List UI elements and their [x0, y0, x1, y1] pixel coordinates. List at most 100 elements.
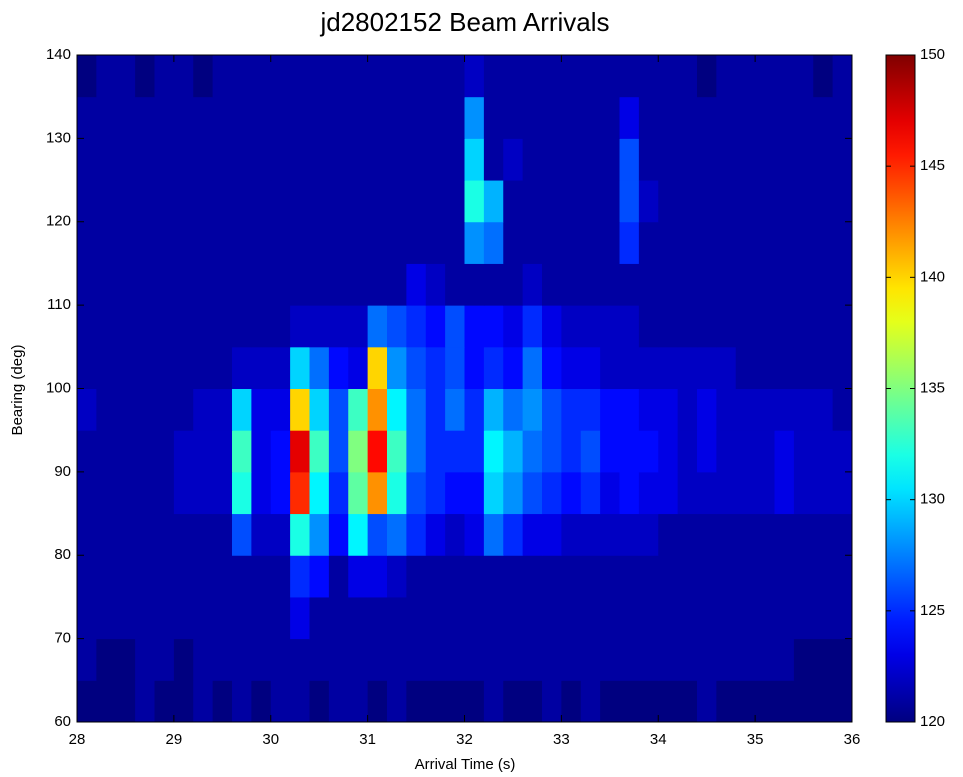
heatmap-cell — [154, 96, 175, 139]
heatmap-cell — [522, 138, 543, 181]
heatmap-cell — [735, 596, 756, 640]
x-tick-label: 31 — [359, 731, 376, 748]
heatmap-cell — [406, 263, 427, 306]
heatmap-cell — [793, 555, 814, 598]
heatmap-cell — [387, 430, 407, 473]
heatmap-cell — [619, 430, 640, 473]
heatmap-cell — [367, 680, 388, 723]
heatmap-cell — [522, 555, 543, 598]
heatmap-cell — [600, 555, 620, 598]
heatmap-cell — [638, 388, 659, 431]
heatmap-cell — [774, 55, 795, 98]
heatmap-cell — [755, 55, 775, 98]
heatmap-cell — [135, 138, 155, 181]
colorbar-tick-label: 145 — [920, 157, 945, 174]
heatmap-cell — [445, 180, 465, 223]
heatmap-cell — [755, 471, 775, 515]
heatmap-cell — [561, 96, 582, 139]
heatmap-cell — [619, 138, 640, 181]
heatmap-cell — [348, 596, 369, 640]
heatmap-cell — [173, 513, 194, 556]
heatmap-cell — [387, 180, 407, 223]
heatmap-cell — [638, 346, 659, 389]
heatmap-cell — [406, 596, 427, 640]
heatmap-cell — [619, 96, 640, 139]
heatmap-cell — [755, 221, 775, 264]
heatmap-cell — [387, 471, 407, 515]
heatmap-cell — [561, 471, 582, 515]
heatmap-cell — [173, 471, 194, 515]
heatmap-cell — [425, 430, 446, 473]
heatmap-cell — [154, 471, 175, 515]
heatmap-cell — [774, 305, 795, 348]
heatmap-cell — [96, 471, 117, 515]
heatmap-cell — [735, 513, 756, 556]
heatmap-cell — [135, 346, 155, 389]
heatmap-cell — [658, 55, 679, 98]
y-tick-label: 140 — [46, 46, 71, 63]
heatmap-cell — [115, 680, 136, 723]
heatmap-cell — [115, 263, 136, 306]
heatmap-cell — [290, 221, 310, 264]
heatmap-cell — [774, 263, 795, 306]
heatmap-cell — [115, 596, 136, 640]
heatmap-cell — [638, 221, 659, 264]
heatmap-cell — [813, 388, 834, 431]
heatmap-cell — [658, 180, 679, 223]
heatmap-cell — [251, 305, 272, 348]
heatmap-cell — [716, 430, 737, 473]
y-tick-label: 90 — [54, 463, 71, 480]
heatmap-cell — [290, 430, 310, 473]
heatmap-cell — [212, 555, 233, 598]
heatmap-cell — [600, 263, 620, 306]
heatmap-cell — [774, 596, 795, 640]
heatmap-cell — [173, 388, 194, 431]
heatmap-cell — [96, 555, 117, 598]
heatmap-cell — [638, 430, 659, 473]
x-tick-label: 33 — [553, 731, 570, 748]
heatmap-cell — [290, 180, 310, 223]
heatmap-cell — [464, 638, 485, 681]
heatmap-cell — [735, 555, 756, 598]
heatmap-cell — [96, 55, 117, 98]
heatmap-cell — [445, 263, 465, 306]
heatmap-cell — [348, 346, 369, 389]
heatmap-cell — [328, 680, 349, 723]
heatmap-cell — [96, 305, 117, 348]
heatmap-cell — [348, 305, 369, 348]
heatmap-cell — [793, 596, 814, 640]
heatmap-cell — [677, 221, 698, 264]
heatmap-cell — [503, 138, 524, 181]
heatmap-cell — [270, 680, 291, 723]
heatmap-cell — [387, 555, 407, 598]
heatmap-cell — [309, 388, 330, 431]
heatmap-cell — [406, 96, 427, 139]
heatmap-cell — [251, 638, 272, 681]
heatmap-cell — [387, 138, 407, 181]
heatmap-cell — [367, 638, 388, 681]
heatmap-cell — [483, 430, 504, 473]
heatmap-cell — [445, 96, 465, 139]
heatmap-cell — [793, 471, 814, 515]
heatmap-cell — [232, 513, 252, 556]
heatmap-cell — [619, 55, 640, 98]
heatmap-cell — [813, 430, 834, 473]
heatmap-cell — [387, 305, 407, 348]
heatmap-cell — [638, 138, 659, 181]
y-tick-label: 70 — [54, 630, 71, 647]
heatmap-cell — [328, 221, 349, 264]
heatmap-cell — [232, 680, 252, 723]
x-tick-label: 35 — [747, 731, 764, 748]
heatmap-cell — [483, 138, 504, 181]
heatmap-cell — [387, 221, 407, 264]
heatmap-cell — [638, 638, 659, 681]
heatmap-cell — [542, 346, 562, 389]
heatmap-cell — [735, 346, 756, 389]
heatmap-cell — [716, 138, 737, 181]
heatmap-cell — [716, 638, 737, 681]
heatmap-cell — [77, 263, 97, 306]
heatmap-cell — [716, 180, 737, 223]
heatmap-cell — [270, 263, 291, 306]
heatmap-cell — [425, 638, 446, 681]
heatmap-cell — [115, 346, 136, 389]
